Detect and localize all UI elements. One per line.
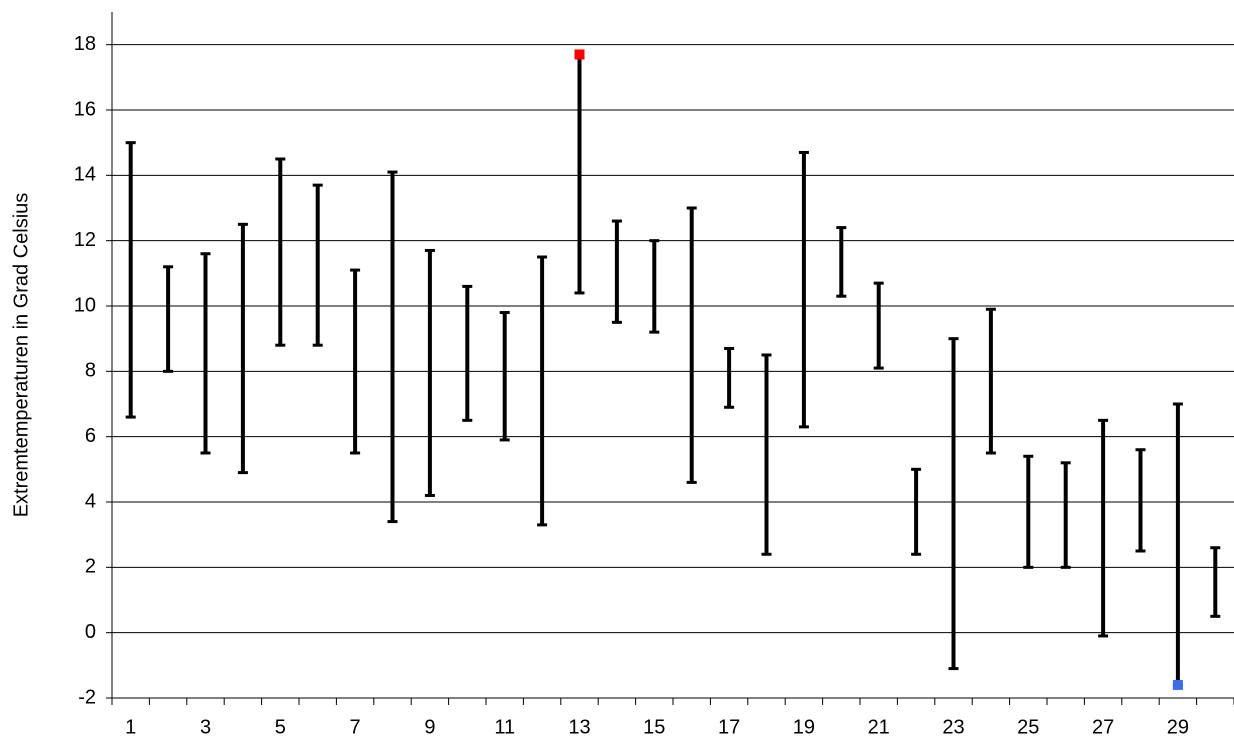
x-tick-label: 23 [942, 716, 964, 738]
x-tick-label: 13 [568, 716, 590, 738]
y-tick-label: 14 [74, 164, 96, 186]
x-tick-label: 17 [718, 716, 740, 738]
y-axis-label: Extremtemperaturen in Grad Celsius [10, 193, 32, 518]
x-tick-label: 1 [125, 716, 136, 738]
x-tick-label: 19 [793, 716, 815, 738]
y-tick-label: 8 [85, 360, 96, 382]
y-tick-label: 2 [85, 556, 96, 578]
x-tick-label: 9 [424, 716, 435, 738]
min-marker [1172, 679, 1183, 690]
y-tick-label: 4 [85, 490, 96, 512]
x-tick-label: 21 [868, 716, 890, 738]
x-tick-label: 3 [200, 716, 211, 738]
max-marker [574, 49, 585, 60]
x-tick-label: 27 [1092, 716, 1114, 738]
x-tick-label: 11 [494, 716, 515, 738]
y-tick-label: -2 [78, 686, 96, 708]
y-tick-label: 6 [85, 425, 96, 447]
x-tick-label: 5 [275, 716, 286, 738]
y-tick-label: 18 [74, 33, 96, 55]
y-tick-label: 0 [85, 621, 96, 643]
y-tick-label: 12 [74, 229, 96, 251]
x-tick-label: 29 [1167, 716, 1189, 738]
y-tick-label: 16 [74, 98, 96, 120]
x-tick-label: 25 [1017, 716, 1039, 738]
x-tick-label: 15 [643, 716, 665, 738]
y-tick-label: 10 [74, 294, 96, 316]
x-tick-label: 7 [350, 716, 361, 738]
